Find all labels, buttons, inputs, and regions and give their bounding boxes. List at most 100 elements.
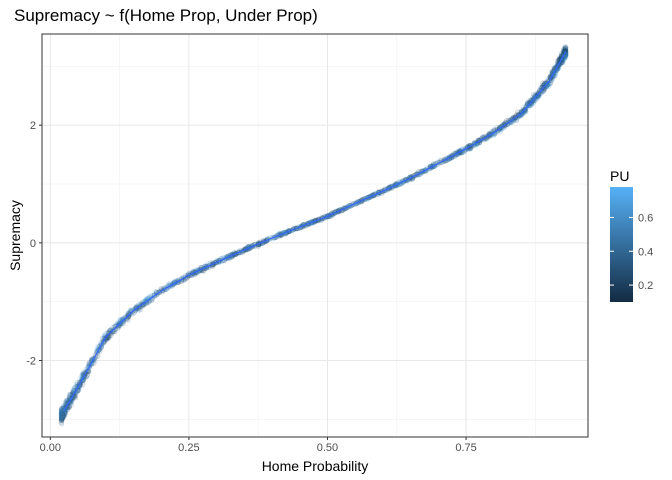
scatter-point bbox=[542, 83, 549, 89]
scatter-point bbox=[59, 413, 65, 419]
scatter-point bbox=[559, 50, 565, 57]
scatter-point bbox=[126, 312, 132, 319]
scatter-point bbox=[129, 308, 135, 314]
scatter-point bbox=[60, 411, 66, 417]
scatter-point bbox=[128, 308, 135, 315]
scatter-point bbox=[59, 410, 66, 417]
scatter-point bbox=[523, 103, 530, 109]
scatter-point bbox=[66, 404, 72, 410]
scatter-point bbox=[59, 414, 66, 420]
scatter-point bbox=[58, 417, 65, 423]
scatter-point bbox=[59, 411, 65, 417]
scatter-point bbox=[58, 417, 65, 424]
scatter-point bbox=[521, 106, 527, 113]
x-tick-label: 0.50 bbox=[317, 442, 338, 454]
scatter-point bbox=[59, 409, 65, 415]
scatter-point bbox=[58, 414, 65, 420]
scatter-point bbox=[58, 411, 65, 417]
scatter-point bbox=[59, 408, 65, 415]
scatter-point bbox=[66, 404, 73, 410]
scatter-point bbox=[63, 399, 69, 405]
scatter-point bbox=[68, 402, 74, 408]
scatter-point bbox=[120, 319, 126, 325]
scatter-point bbox=[125, 314, 131, 320]
scatter-point bbox=[60, 403, 66, 409]
scatter-point bbox=[538, 89, 544, 95]
scatter-point bbox=[59, 408, 65, 415]
scatter-point bbox=[60, 410, 66, 416]
scatter-point bbox=[563, 47, 569, 54]
scatter-point bbox=[58, 405, 65, 412]
scatter-point bbox=[534, 96, 540, 102]
legend: PU 0.2 0.4 0.6 bbox=[610, 168, 653, 302]
scatter-point bbox=[116, 322, 122, 328]
scatter-point bbox=[61, 412, 67, 419]
scatter-point bbox=[59, 412, 66, 418]
scatter-point bbox=[58, 410, 65, 416]
scatter-point bbox=[66, 391, 72, 398]
scatter-point bbox=[111, 327, 118, 333]
scatter-point bbox=[60, 413, 66, 419]
scatter-point bbox=[60, 410, 66, 416]
scatter-point bbox=[563, 48, 569, 54]
scatter-point bbox=[59, 411, 66, 417]
scatter-point bbox=[115, 323, 121, 330]
scatter-point bbox=[117, 316, 123, 323]
scatter-point bbox=[125, 317, 131, 323]
scatter-point bbox=[59, 411, 65, 417]
scatter-point bbox=[61, 412, 67, 418]
scatter-point bbox=[120, 316, 126, 322]
scatter-point bbox=[533, 92, 539, 98]
scatter-point bbox=[59, 409, 66, 415]
scatter-point bbox=[59, 406, 65, 412]
scatter-point bbox=[534, 93, 541, 99]
scatter-point bbox=[60, 410, 66, 416]
scatter-point bbox=[67, 393, 73, 399]
scatter-point bbox=[562, 43, 568, 49]
scatter-point bbox=[61, 408, 68, 414]
scatter-point bbox=[122, 315, 128, 321]
y-tick-label: 0 bbox=[30, 238, 36, 250]
scatter-point bbox=[58, 411, 65, 418]
scatter-point bbox=[60, 416, 66, 422]
scatter-point bbox=[59, 416, 66, 422]
scatter-point bbox=[519, 110, 526, 117]
scatter-point bbox=[560, 59, 566, 66]
scatter-point bbox=[73, 381, 79, 388]
scatter-point bbox=[58, 414, 65, 420]
scatter-point bbox=[529, 99, 535, 106]
y-tick-label: -2 bbox=[26, 356, 36, 368]
scatter-point bbox=[63, 399, 69, 405]
scatter-point bbox=[59, 411, 65, 417]
scatter-point bbox=[59, 416, 65, 422]
scatter-point bbox=[136, 307, 142, 313]
scatter-point bbox=[540, 80, 546, 86]
scatter-point bbox=[58, 414, 65, 420]
scatter-point bbox=[562, 46, 569, 52]
scatter-point bbox=[503, 118, 509, 124]
scatter-point bbox=[60, 411, 66, 417]
scatter-point bbox=[59, 409, 66, 415]
scatter-point bbox=[58, 418, 65, 424]
scatter-point bbox=[58, 419, 65, 425]
x-tick-label: 0.75 bbox=[455, 442, 476, 454]
scatter-point bbox=[562, 45, 569, 51]
scatter-point bbox=[120, 320, 126, 327]
legend-tick-label: 0.4 bbox=[638, 246, 653, 258]
plot-panel bbox=[42, 34, 588, 437]
scatter-point bbox=[562, 46, 569, 52]
scatter-point bbox=[60, 410, 66, 416]
scatter-point bbox=[61, 413, 67, 419]
scatter-point bbox=[58, 407, 65, 414]
scatter-point bbox=[112, 329, 118, 335]
scatter-point bbox=[58, 412, 65, 418]
x-axis-title: Home Probability bbox=[262, 458, 369, 474]
scatter-point bbox=[528, 100, 534, 107]
scatter-point bbox=[545, 81, 551, 87]
scatter-point bbox=[548, 80, 554, 86]
scatter-point bbox=[60, 414, 66, 421]
scatter-point bbox=[105, 333, 111, 339]
scatter-point bbox=[58, 416, 65, 422]
chart-title: Supremacy ~ f(Home Prop, Under Prop) bbox=[14, 6, 318, 25]
